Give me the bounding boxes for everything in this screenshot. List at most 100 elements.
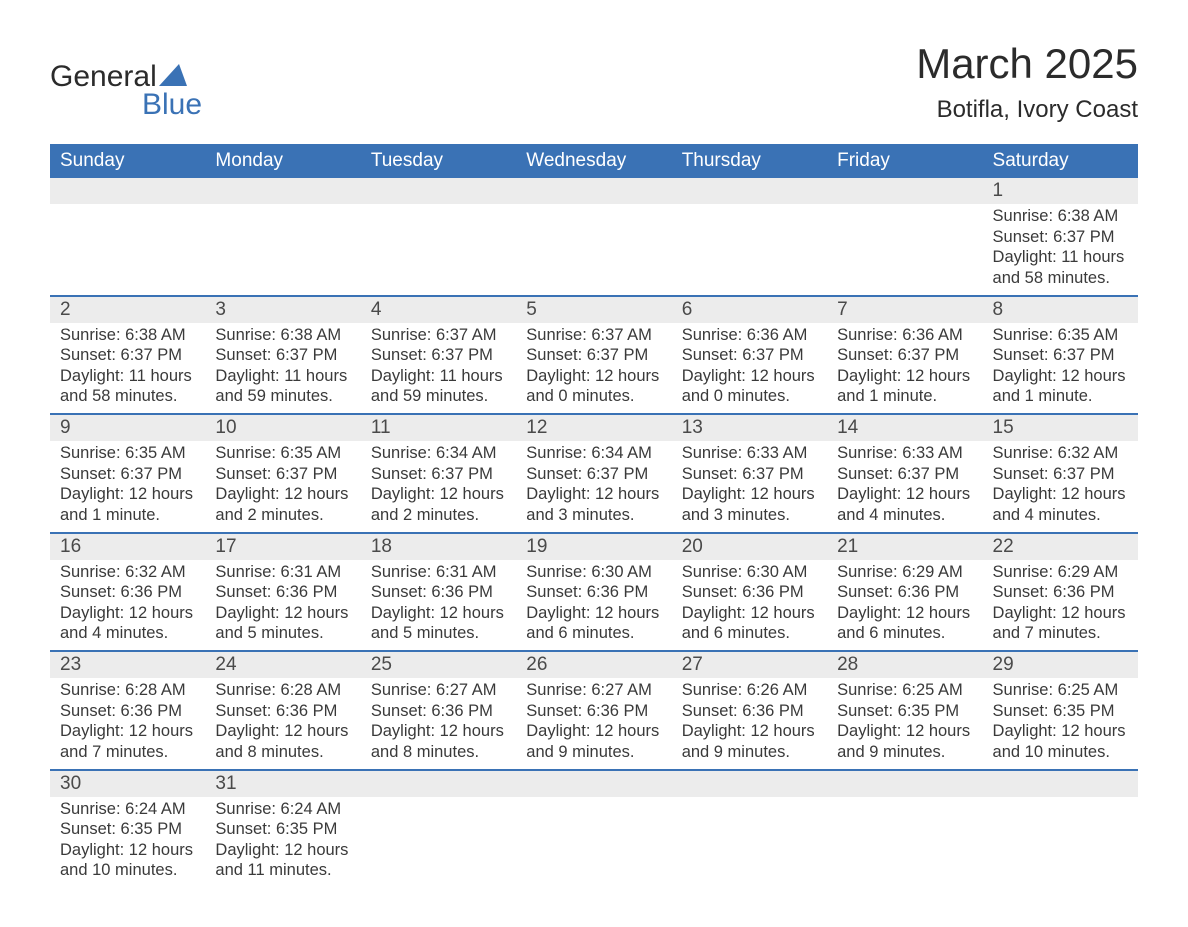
title-block: March 2025 Botifla, Ivory Coast bbox=[916, 40, 1138, 124]
weekday-header: Friday bbox=[827, 144, 982, 178]
sunrise-text: Sunrise: 6:29 AM bbox=[993, 562, 1128, 583]
sunset-text: Sunset: 6:37 PM bbox=[837, 464, 972, 485]
sunrise-text: Sunrise: 6:25 AM bbox=[993, 680, 1128, 701]
day-number-cell bbox=[516, 178, 671, 204]
daynum-row: 1 bbox=[50, 178, 1138, 204]
sunset-text: Sunset: 6:36 PM bbox=[526, 701, 661, 722]
weekday-header-row: Sunday Monday Tuesday Wednesday Thursday… bbox=[50, 144, 1138, 178]
day-number-cell bbox=[361, 770, 516, 797]
day-info-cell bbox=[516, 204, 671, 296]
day-number-cell: 4 bbox=[361, 296, 516, 323]
day-number-cell: 15 bbox=[983, 414, 1138, 441]
day-info-cell: Sunrise: 6:32 AMSunset: 6:36 PMDaylight:… bbox=[50, 560, 205, 652]
sunrise-text: Sunrise: 6:27 AM bbox=[526, 680, 661, 701]
sunrise-text: Sunrise: 6:31 AM bbox=[371, 562, 506, 583]
daylight-text: Daylight: 12 hours and 4 minutes. bbox=[837, 484, 972, 525]
sunrise-text: Sunrise: 6:37 AM bbox=[371, 325, 506, 346]
daynum-row: 16171819202122 bbox=[50, 533, 1138, 560]
sunset-text: Sunset: 6:37 PM bbox=[526, 464, 661, 485]
sunrise-text: Sunrise: 6:34 AM bbox=[526, 443, 661, 464]
day-info-cell: Sunrise: 6:37 AMSunset: 6:37 PMDaylight:… bbox=[361, 323, 516, 415]
sunrise-text: Sunrise: 6:27 AM bbox=[371, 680, 506, 701]
sunrise-text: Sunrise: 6:28 AM bbox=[60, 680, 195, 701]
day-info-cell: Sunrise: 6:34 AMSunset: 6:37 PMDaylight:… bbox=[361, 441, 516, 533]
day-number-cell: 6 bbox=[672, 296, 827, 323]
day-info-cell bbox=[361, 204, 516, 296]
info-row: Sunrise: 6:35 AMSunset: 6:37 PMDaylight:… bbox=[50, 441, 1138, 533]
day-number-cell bbox=[827, 178, 982, 204]
sunset-text: Sunset: 6:37 PM bbox=[993, 227, 1128, 248]
day-number-cell: 1 bbox=[983, 178, 1138, 204]
sunset-text: Sunset: 6:37 PM bbox=[993, 464, 1128, 485]
sunset-text: Sunset: 6:36 PM bbox=[371, 701, 506, 722]
daynum-row: 2345678 bbox=[50, 296, 1138, 323]
day-info-cell: Sunrise: 6:33 AMSunset: 6:37 PMDaylight:… bbox=[672, 441, 827, 533]
daylight-text: Daylight: 12 hours and 6 minutes. bbox=[526, 603, 661, 644]
day-info-cell: Sunrise: 6:38 AMSunset: 6:37 PMDaylight:… bbox=[983, 204, 1138, 296]
daylight-text: Daylight: 12 hours and 5 minutes. bbox=[371, 603, 506, 644]
day-info-cell: Sunrise: 6:25 AMSunset: 6:35 PMDaylight:… bbox=[827, 678, 982, 770]
daylight-text: Daylight: 12 hours and 5 minutes. bbox=[215, 603, 350, 644]
sunset-text: Sunset: 6:37 PM bbox=[215, 345, 350, 366]
day-number-cell: 8 bbox=[983, 296, 1138, 323]
sunset-text: Sunset: 6:36 PM bbox=[993, 582, 1128, 603]
day-info-cell: Sunrise: 6:31 AMSunset: 6:36 PMDaylight:… bbox=[361, 560, 516, 652]
day-info-cell: Sunrise: 6:30 AMSunset: 6:36 PMDaylight:… bbox=[516, 560, 671, 652]
daylight-text: Daylight: 12 hours and 7 minutes. bbox=[993, 603, 1128, 644]
sunrise-text: Sunrise: 6:33 AM bbox=[837, 443, 972, 464]
sunset-text: Sunset: 6:35 PM bbox=[993, 701, 1128, 722]
daylight-text: Daylight: 12 hours and 4 minutes. bbox=[60, 603, 195, 644]
daylight-text: Daylight: 12 hours and 10 minutes. bbox=[60, 840, 195, 881]
weekday-header: Thursday bbox=[672, 144, 827, 178]
sunrise-text: Sunrise: 6:26 AM bbox=[682, 680, 817, 701]
day-info-cell: Sunrise: 6:35 AMSunset: 6:37 PMDaylight:… bbox=[205, 441, 360, 533]
sunset-text: Sunset: 6:35 PM bbox=[60, 819, 195, 840]
day-number-cell: 13 bbox=[672, 414, 827, 441]
weekday-header: Saturday bbox=[983, 144, 1138, 178]
sunset-text: Sunset: 6:37 PM bbox=[60, 345, 195, 366]
day-number-cell: 19 bbox=[516, 533, 671, 560]
daynum-row: 9101112131415 bbox=[50, 414, 1138, 441]
logo-text-2: Blue bbox=[142, 88, 202, 122]
sunset-text: Sunset: 6:37 PM bbox=[215, 464, 350, 485]
sunset-text: Sunset: 6:37 PM bbox=[993, 345, 1128, 366]
day-info-cell: Sunrise: 6:38 AMSunset: 6:37 PMDaylight:… bbox=[205, 323, 360, 415]
day-info-cell bbox=[50, 204, 205, 296]
sunset-text: Sunset: 6:36 PM bbox=[526, 582, 661, 603]
sunset-text: Sunset: 6:36 PM bbox=[215, 582, 350, 603]
day-info-cell: Sunrise: 6:35 AMSunset: 6:37 PMDaylight:… bbox=[50, 441, 205, 533]
sunset-text: Sunset: 6:36 PM bbox=[682, 701, 817, 722]
daylight-text: Daylight: 12 hours and 0 minutes. bbox=[526, 366, 661, 407]
daylight-text: Daylight: 12 hours and 11 minutes. bbox=[215, 840, 350, 881]
sunset-text: Sunset: 6:35 PM bbox=[837, 701, 972, 722]
sunset-text: Sunset: 6:36 PM bbox=[371, 582, 506, 603]
day-info-cell: Sunrise: 6:29 AMSunset: 6:36 PMDaylight:… bbox=[983, 560, 1138, 652]
day-number-cell: 5 bbox=[516, 296, 671, 323]
day-info-cell bbox=[205, 204, 360, 296]
day-info-cell: Sunrise: 6:26 AMSunset: 6:36 PMDaylight:… bbox=[672, 678, 827, 770]
daylight-text: Daylight: 12 hours and 7 minutes. bbox=[60, 721, 195, 762]
day-info-cell: Sunrise: 6:36 AMSunset: 6:37 PMDaylight:… bbox=[672, 323, 827, 415]
daylight-text: Daylight: 12 hours and 9 minutes. bbox=[526, 721, 661, 762]
day-number-cell: 23 bbox=[50, 651, 205, 678]
logo: General Blue bbox=[50, 40, 202, 122]
day-info-cell bbox=[827, 204, 982, 296]
day-number-cell: 30 bbox=[50, 770, 205, 797]
sunrise-text: Sunrise: 6:35 AM bbox=[60, 443, 195, 464]
sunrise-text: Sunrise: 6:37 AM bbox=[526, 325, 661, 346]
day-number-cell: 9 bbox=[50, 414, 205, 441]
day-info-cell: Sunrise: 6:24 AMSunset: 6:35 PMDaylight:… bbox=[205, 797, 360, 888]
sunset-text: Sunset: 6:35 PM bbox=[215, 819, 350, 840]
day-number-cell: 10 bbox=[205, 414, 360, 441]
daylight-text: Daylight: 12 hours and 6 minutes. bbox=[837, 603, 972, 644]
sunrise-text: Sunrise: 6:34 AM bbox=[371, 443, 506, 464]
daylight-text: Daylight: 12 hours and 3 minutes. bbox=[682, 484, 817, 525]
day-info-cell bbox=[516, 797, 671, 888]
day-info-cell: Sunrise: 6:33 AMSunset: 6:37 PMDaylight:… bbox=[827, 441, 982, 533]
day-info-cell: Sunrise: 6:27 AMSunset: 6:36 PMDaylight:… bbox=[516, 678, 671, 770]
day-info-cell: Sunrise: 6:28 AMSunset: 6:36 PMDaylight:… bbox=[205, 678, 360, 770]
sunrise-text: Sunrise: 6:30 AM bbox=[526, 562, 661, 583]
sunrise-text: Sunrise: 6:32 AM bbox=[993, 443, 1128, 464]
day-number-cell: 29 bbox=[983, 651, 1138, 678]
day-info-cell: Sunrise: 6:37 AMSunset: 6:37 PMDaylight:… bbox=[516, 323, 671, 415]
